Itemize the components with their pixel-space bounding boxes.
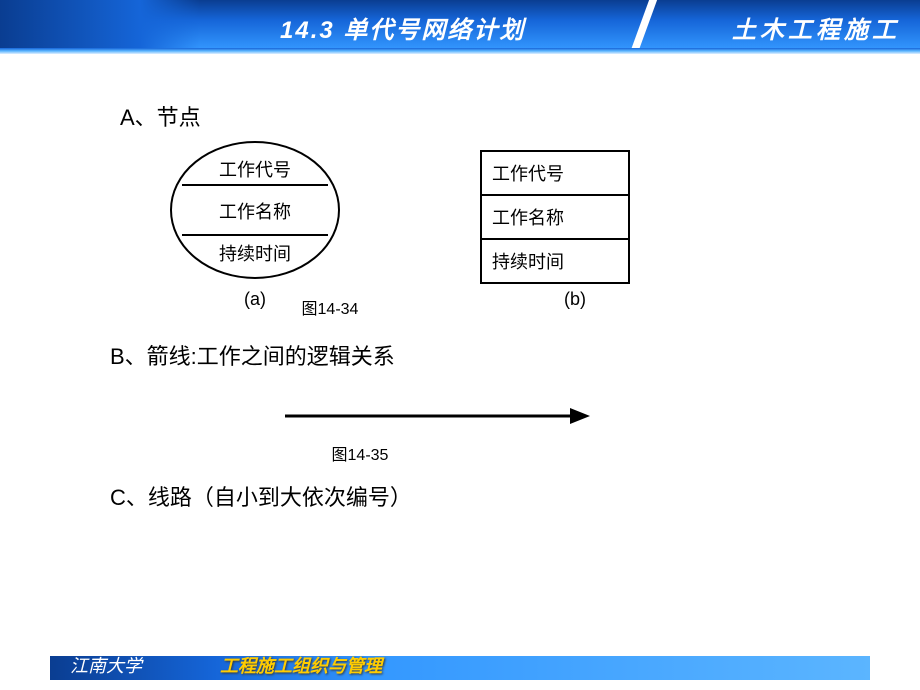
figure-label-35: 图14-35 <box>320 446 400 465</box>
circle-row-2: 工作名称 <box>170 198 340 224</box>
node-captions: (a) (b) <box>170 289 860 310</box>
circle-row-1: 工作代号 <box>170 156 340 182</box>
header-right-text: 土木工程施工 <box>732 10 900 45</box>
section-c-heading: C、线路（自小到大依次编号） <box>110 480 860 512</box>
slide-footer: 江南大学 工程施工组织与管理 <box>0 650 920 690</box>
header-gap <box>0 54 920 74</box>
caption-b: (b) <box>500 289 650 310</box>
header-title: 14.3 单代号网络计划 <box>280 10 525 45</box>
rect-row-2: 工作名称 <box>482 196 628 240</box>
section-a-heading: A、节点 <box>120 100 860 132</box>
rect-row-3: 持续时间 <box>482 240 628 282</box>
circle-node-diagram: 工作代号 工作名称 持续时间 <box>170 140 340 280</box>
figure-label-34: 图14-34 <box>290 300 370 319</box>
rect-node-diagram: 工作代号 工作名称 持续时间 <box>480 150 630 284</box>
slide-content: A、节点 工作代号 工作名称 持续时间 工作代号 工作名称 持续时间 (a) (… <box>0 90 920 522</box>
rect-row-1: 工作代号 <box>482 152 628 196</box>
footer-course: 工程施工组织与管理 <box>220 652 382 678</box>
header-divider <box>631 0 657 50</box>
arrow-diagram <box>280 401 860 436</box>
slide-header: 14.3 单代号网络计划 土木工程施工 <box>0 0 920 50</box>
footer-university: 江南大学 <box>70 652 142 678</box>
arrow-svg <box>280 401 600 431</box>
header-left-decoration <box>0 0 200 50</box>
circle-row-3: 持续时间 <box>170 240 340 266</box>
node-diagrams-row: 工作代号 工作名称 持续时间 工作代号 工作名称 持续时间 <box>170 140 860 284</box>
footer-bar <box>50 656 870 680</box>
section-b-heading: B、箭线:工作之间的逻辑关系 <box>110 339 860 371</box>
